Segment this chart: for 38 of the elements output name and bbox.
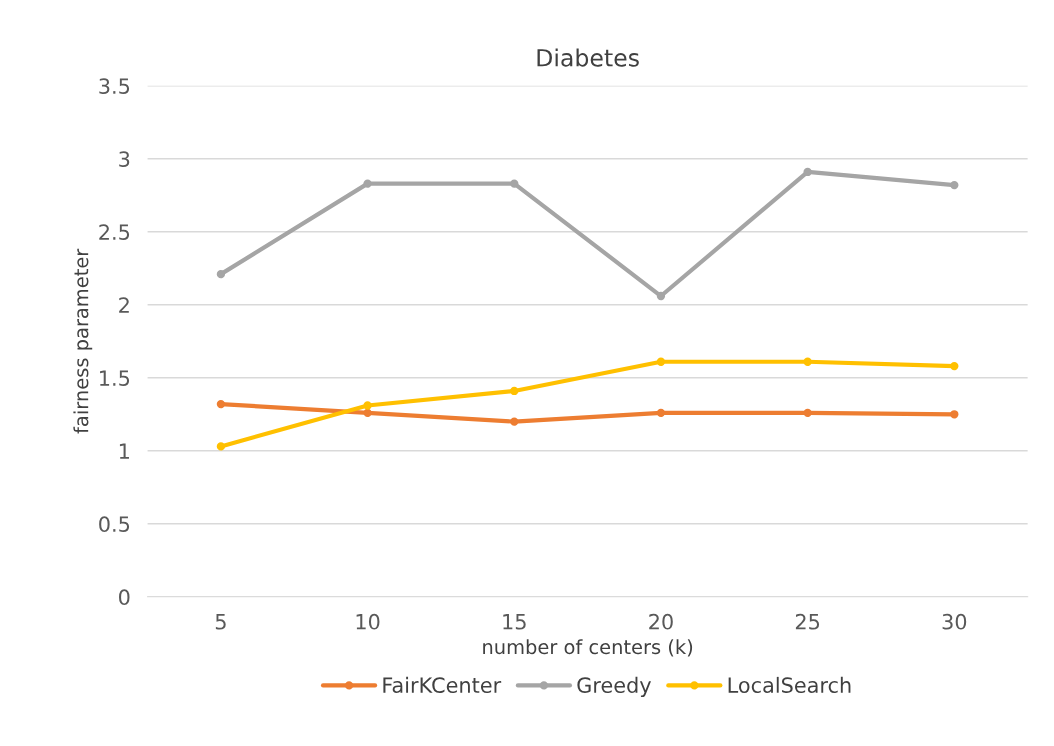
point	[510, 417, 519, 426]
y-tick-label: 0.5	[99, 516, 130, 533]
x-tick-label: 30	[942, 613, 967, 630]
y-tick-label: 1	[119, 443, 129, 459]
point	[216, 269, 226, 279]
y-tick-label: 0	[119, 589, 130, 606]
y-tick-label: 3	[119, 151, 130, 167]
x-tick-label: 20	[649, 613, 673, 630]
point	[656, 357, 666, 366]
point	[803, 167, 812, 177]
point	[216, 399, 226, 409]
x-axis-title: number of centers (k)	[483, 639, 693, 657]
point	[656, 408, 666, 417]
legend-label: Greedy	[577, 676, 651, 698]
point	[950, 361, 959, 371]
point	[363, 401, 372, 410]
point	[656, 291, 666, 301]
legend-label: LocalSearch	[728, 676, 851, 693]
x-tick-label: 25	[795, 613, 820, 630]
y-tick-label: 1.5	[100, 370, 130, 387]
point	[216, 442, 226, 451]
point	[803, 408, 812, 417]
y-tick-label: 2.5	[99, 224, 130, 240]
x-tick-label: 15	[503, 614, 526, 630]
point	[510, 179, 519, 188]
y-axis-title: fairness parameter	[73, 248, 93, 434]
point	[363, 408, 372, 417]
point	[950, 410, 959, 419]
legend-label: FairKCenter	[383, 676, 502, 693]
point	[363, 179, 372, 188]
chart-title: Diabetes	[537, 48, 639, 67]
y-tick-label: 2	[119, 297, 129, 313]
point	[803, 357, 812, 366]
x-tick-label: 10	[356, 613, 380, 630]
point	[950, 180, 959, 190]
y-tick-label: 3.5	[99, 78, 130, 94]
point	[510, 386, 519, 396]
x-tick-label: 5	[215, 614, 226, 630]
